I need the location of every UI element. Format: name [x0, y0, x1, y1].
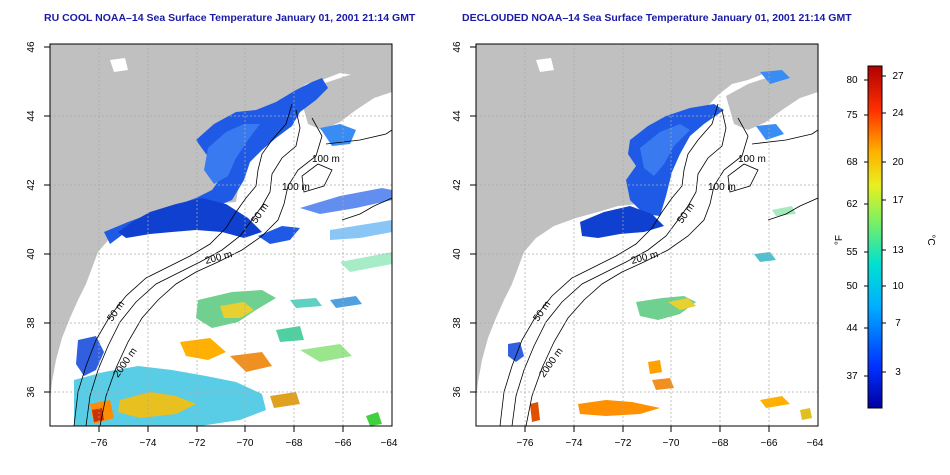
colorbar-c-tick-label: 7 [895, 318, 901, 329]
left-lon-tick-label: −76 [91, 438, 108, 449]
left-graticule [50, 44, 392, 426]
right-isobath-label: 100 m [738, 154, 766, 165]
colorbar-fahrenheit-label: °F [834, 235, 845, 245]
colorbar-c-tick-label: 10 [892, 281, 904, 292]
left-panel-title: RU COOL NOAA–14 Sea Surface Temperature … [44, 12, 416, 24]
right-lon-tick-label: −64 [807, 438, 824, 449]
right-map-panel: 100 m 100 m 50 m 200 m 50 m 2000 m 46 44… [452, 41, 824, 449]
right-map-frame [475, 43, 819, 427]
left-isobath-contours [73, 103, 392, 426]
left-lat-tick-label: 36 [26, 386, 37, 398]
right-lat-tick-label: 38 [452, 317, 463, 329]
colorbar-c-tick-label: 3 [895, 367, 901, 378]
right-lon-tick-label: −74 [566, 438, 583, 449]
right-lon-tick-label: −72 [615, 438, 632, 449]
left-lon-tick-label: −66 [335, 438, 352, 449]
right-lake [536, 58, 554, 72]
left-land-mass [50, 44, 392, 400]
right-nova-scotia [726, 68, 818, 130]
colorbar-celsius-label: °C [925, 234, 936, 245]
left-axis-ticks [44, 46, 344, 432]
colorbar-c-tick-label: 20 [892, 157, 904, 168]
colorbar-c-tick-label: 13 [892, 245, 904, 256]
left-nova-scotia [300, 68, 392, 130]
temperature-colorbar: 80 75 68 62 55 50 44 37 27 24 20 17 13 1… [834, 65, 936, 409]
right-lat-tick-label: 44 [452, 110, 463, 122]
colorbar-f-tick-label: 62 [846, 199, 858, 210]
right-land-mass [476, 44, 818, 400]
left-isobath-label: 100 m [312, 154, 340, 165]
left-map-panel: 100 m 100 m 50 m 200 m 50 m 2000 m 46 44… [26, 41, 398, 449]
left-sst-data [74, 78, 392, 426]
left-lake [110, 58, 128, 72]
left-lat-tick-label: 44 [26, 110, 37, 122]
right-isobath-contours [499, 103, 818, 426]
right-lon-tick-label: −70 [663, 438, 680, 449]
colorbar-f-tick-label: 68 [846, 157, 858, 168]
right-panel-title: DECLOUDED NOAA–14 Sea Surface Temperatur… [462, 12, 852, 24]
right-lat-tick-label: 46 [452, 41, 463, 53]
left-lat-tick-label: 40 [26, 248, 37, 260]
left-lat-tick-label: 46 [26, 41, 37, 53]
colorbar-f-tick-label: 55 [846, 247, 858, 258]
colorbar-ticks [864, 75, 886, 377]
left-lon-tick-label: −74 [140, 438, 157, 449]
left-lon-tick-label: −68 [286, 438, 303, 449]
left-lon-tick-label: −72 [189, 438, 206, 449]
right-axis-ticks [470, 46, 770, 432]
left-lat-tick-label: 38 [26, 317, 37, 329]
left-map-frame [49, 43, 393, 427]
right-lat-tick-label: 36 [452, 386, 463, 398]
colorbar-f-tick-label: 80 [846, 75, 858, 86]
right-lon-tick-label: −68 [712, 438, 729, 449]
left-isobath-label: 100 m [282, 182, 310, 193]
right-lon-tick-label: −76 [517, 438, 534, 449]
colorbar-f-tick-label: 50 [846, 281, 858, 292]
right-isobath-label: 100 m [708, 182, 736, 193]
left-lon-tick-label: −64 [381, 438, 398, 449]
colorbar-gradient [867, 65, 883, 409]
right-lat-tick-label: 40 [452, 248, 463, 260]
colorbar-f-tick-label: 75 [846, 110, 858, 121]
colorbar-f-tick-label: 37 [846, 371, 858, 382]
right-sst-data [508, 70, 812, 422]
right-lon-tick-label: −66 [761, 438, 778, 449]
right-graticule [476, 44, 818, 426]
left-lat-tick-label: 42 [26, 179, 37, 191]
colorbar-f-tick-label: 44 [846, 323, 858, 334]
colorbar-c-tick-label: 24 [892, 108, 904, 119]
colorbar-c-tick-label: 27 [892, 71, 904, 82]
right-lat-tick-label: 42 [452, 179, 463, 191]
colorbar-c-tick-label: 17 [892, 195, 904, 206]
left-lon-tick-label: −70 [237, 438, 254, 449]
